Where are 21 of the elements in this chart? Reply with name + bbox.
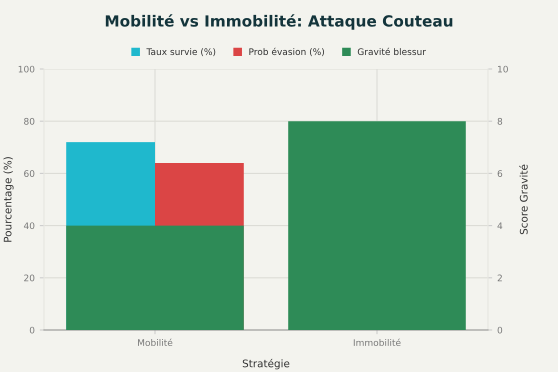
legend-label: Prob évasion (%)	[249, 48, 324, 56]
y2-tick-label: 0	[498, 326, 502, 334]
y-tick-label: 80	[24, 118, 34, 125]
legend-label: Gravité blessur	[358, 48, 426, 56]
x-axis-title: Stratégie	[242, 358, 290, 370]
x-tick-label: Mobilité	[138, 338, 172, 346]
legend-label: Taux survie (%)	[146, 48, 216, 56]
y2-tick-label: 8	[498, 118, 502, 125]
x-tick-label: Immobilité	[354, 338, 401, 346]
y2-tick-label: 4	[497, 222, 502, 230]
y-tick-label: 20	[24, 274, 34, 282]
y2-tick-label: 2	[498, 274, 502, 282]
y-tick-label: 40	[24, 222, 34, 230]
y-tick-label: 60	[24, 170, 34, 177]
y-tick-label: 0	[30, 326, 34, 334]
y2-axis-title: Score Gravité	[519, 164, 528, 234]
y2-tick-label: 10	[498, 66, 508, 73]
y2-tick-label: 6	[498, 170, 502, 177]
y-tick-label: 100	[18, 66, 34, 73]
chart-title: Mobilité vs Immobilité: Attaque Couteau	[106, 14, 452, 30]
y-axis-title: Pourcentage (%)	[4, 157, 14, 242]
